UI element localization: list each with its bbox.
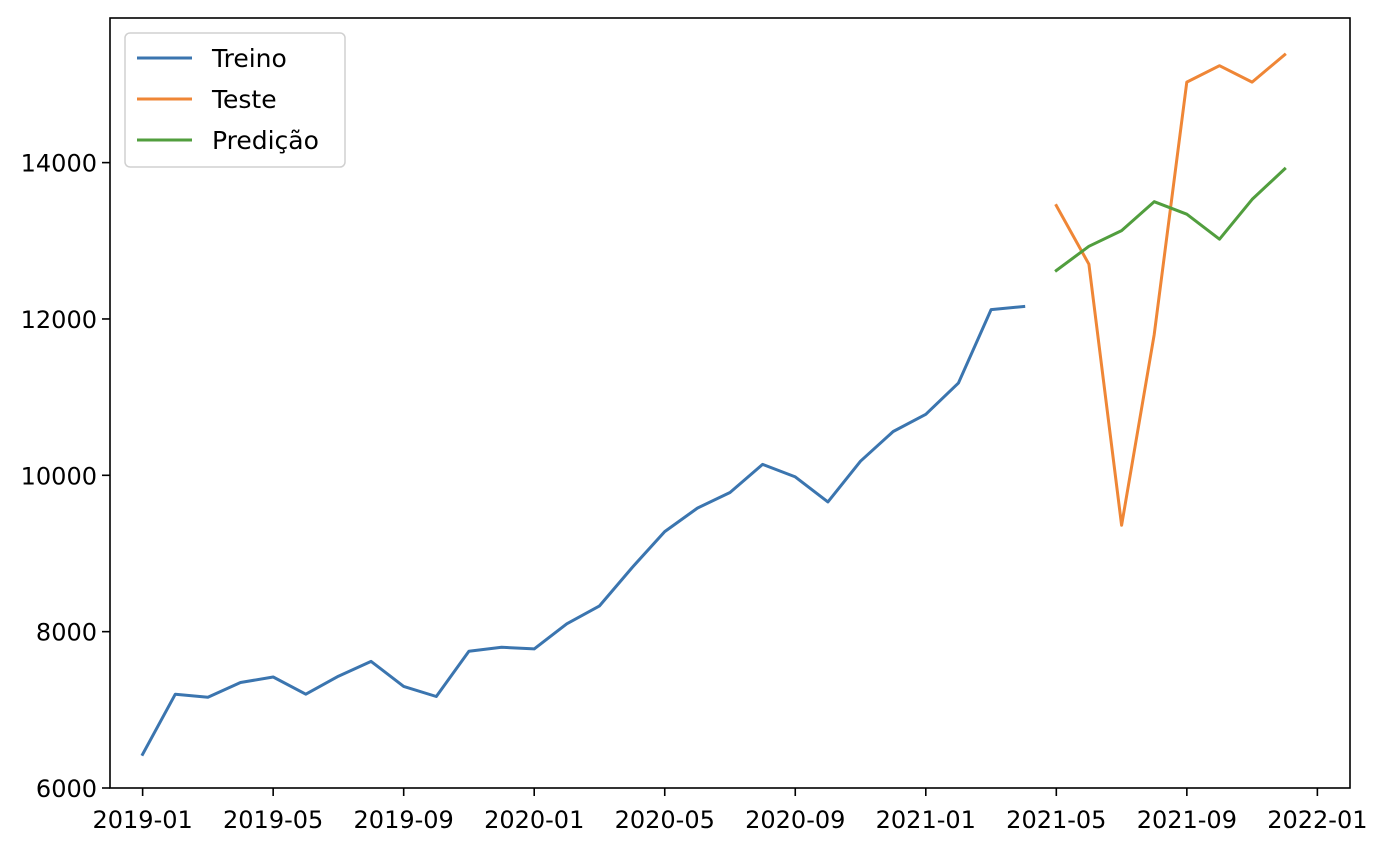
x-tick-label: 2020-09	[745, 806, 845, 834]
series-line-1	[140, 304, 1026, 757]
x-tick-label: 2021-05	[1006, 806, 1106, 834]
x-tick-label: 2020-01	[484, 806, 584, 834]
legend-label: Teste	[211, 85, 277, 114]
series-line-3	[1054, 166, 1287, 273]
x-tick-label: 2022-01	[1267, 806, 1367, 834]
x-tick-label: 2021-09	[1137, 806, 1237, 834]
plot-area-frame	[109, 17, 1351, 789]
x-tick-label: 2019-09	[354, 806, 454, 834]
y-axis: 6000 8000 10000 12000 14000	[21, 150, 110, 803]
y-tick-label: 6000	[36, 775, 97, 803]
legend: Treino Teste Predição	[124, 32, 346, 168]
legend-box	[124, 32, 346, 168]
y-tick-label: 8000	[36, 619, 97, 647]
legend-label: Treino	[211, 44, 287, 73]
x-tick-label: 2019-01	[92, 806, 192, 834]
x-axis: 2019-01 2019-05 2019-09 2020-01 2020-05 2020-…	[92, 788, 1368, 834]
x-tick-label: 2019-05	[223, 806, 323, 834]
y-tick-label: 14000	[21, 150, 97, 178]
x-tick-label: 2020-05	[615, 806, 715, 834]
x-tick-label: 2021-01	[876, 806, 976, 834]
legend-label: Predição	[212, 126, 319, 155]
series-line-2	[1054, 52, 1287, 527]
y-tick-label: 10000	[21, 462, 97, 490]
series-layer	[140, 52, 1287, 757]
y-tick-label: 12000	[21, 306, 97, 334]
